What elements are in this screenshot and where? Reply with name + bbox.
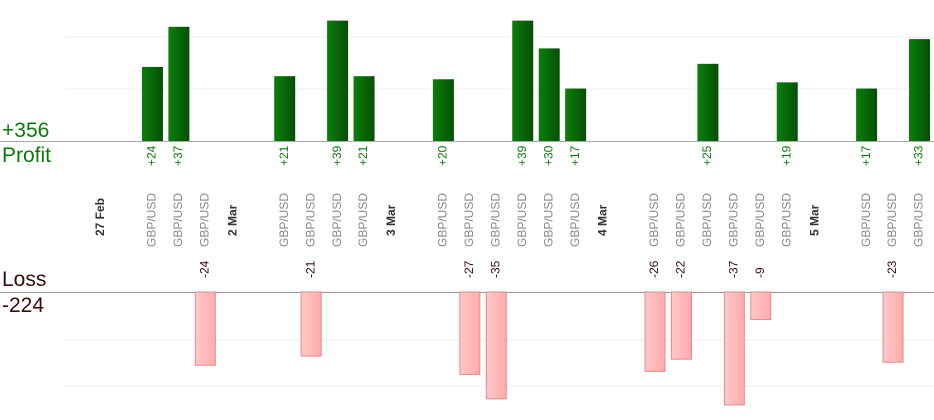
pair-label: GBP/USD (912, 193, 926, 247)
date-label: 4 Mar (596, 204, 610, 236)
profit-value-label: +20 (436, 145, 450, 166)
pair-label: GBP/USD (753, 193, 767, 247)
date-label: 27 Feb (93, 198, 107, 236)
pair-label: GBP/USD (198, 193, 212, 247)
profit-value-label: +21 (277, 145, 291, 166)
profit-bar (565, 88, 587, 141)
profit-bar (168, 26, 190, 141)
date-label: 3 Mar (384, 204, 398, 236)
loss-value-label: -35 (488, 260, 502, 278)
pair-label: GBP/USD (303, 193, 317, 247)
profit-total: +356 (2, 119, 50, 142)
loss-value-label: -24 (198, 260, 212, 278)
loss-bar (300, 291, 322, 357)
profit-bar (776, 82, 798, 141)
column-labels: 27 Feb GBP/USD +24 GBP/USD +37 GBP/USD -24 2 Ma… (93, 145, 926, 278)
pair-label: GBP/USD (145, 193, 159, 247)
profit-bar (141, 66, 163, 141)
profit-value-label: +17 (568, 145, 582, 166)
profit-bar (353, 76, 375, 141)
date-label: 2 Mar (225, 204, 239, 236)
pair-label: GBP/USD (779, 193, 793, 247)
loss-bar (882, 291, 904, 363)
loss-bars (194, 291, 904, 406)
profit-bar (697, 63, 719, 141)
date-label: 5 Mar (807, 204, 821, 236)
profit-bar (327, 20, 349, 141)
loss-value-label: -22 (674, 260, 688, 278)
pair-label: GBP/USD (700, 193, 714, 247)
pair-label: GBP/USD (436, 193, 450, 247)
loss-value-label: -9 (753, 267, 767, 278)
pair-label: GBP/USD (727, 193, 741, 247)
pair-label: GBP/USD (488, 193, 502, 247)
profit-value-label: +30 (541, 145, 555, 166)
profit-bar (274, 76, 296, 141)
pair-label: GBP/USD (674, 193, 688, 247)
profit-value-label: +21 (356, 145, 370, 166)
loss-bar (644, 291, 666, 372)
profit-bar (856, 88, 878, 141)
loss-bar (723, 291, 745, 406)
profit-value-label: +25 (700, 145, 714, 166)
profit-value-label: +19 (779, 145, 793, 166)
profit-bar (512, 20, 534, 141)
pair-label: GBP/USD (277, 193, 291, 247)
profit-value-label: +33 (912, 145, 926, 166)
profit-bars (141, 20, 930, 142)
loss-bar (670, 291, 692, 360)
loss-value-label: -37 (727, 260, 741, 278)
pair-label: GBP/USD (462, 193, 476, 247)
profit-label: Profit (2, 144, 52, 167)
profit-value-label: +39 (330, 145, 344, 166)
pair-label: GBP/USD (515, 193, 529, 247)
pair-label: GBP/USD (568, 193, 582, 247)
profit-value-label: +37 (171, 145, 185, 166)
loss-total: -224 (2, 294, 45, 317)
pair-label: GBP/USD (885, 193, 899, 247)
loss-value-label: -21 (303, 260, 317, 278)
loss-value-label: -23 (885, 260, 899, 278)
loss-bar (194, 291, 216, 366)
pair-label: GBP/USD (356, 193, 370, 247)
profit-value-label: +24 (145, 145, 159, 166)
loss-value-label: -26 (647, 260, 661, 278)
profit-bar (538, 48, 560, 141)
loss-bar (750, 291, 772, 320)
profit-value-label: +17 (859, 145, 873, 166)
pair-label: GBP/USD (859, 193, 873, 247)
pair-label: GBP/USD (647, 193, 661, 247)
loss-bar (485, 291, 507, 400)
pair-label: GBP/USD (330, 193, 344, 247)
loss-bar (459, 291, 481, 375)
profit-bar (909, 39, 930, 142)
pair-label: GBP/USD (541, 193, 555, 247)
profit-bar (432, 79, 454, 141)
loss-value-label: -27 (462, 260, 476, 278)
pair-label: GBP/USD (171, 193, 185, 247)
profit-value-label: +39 (515, 145, 529, 166)
loss-label: Loss (2, 268, 47, 291)
